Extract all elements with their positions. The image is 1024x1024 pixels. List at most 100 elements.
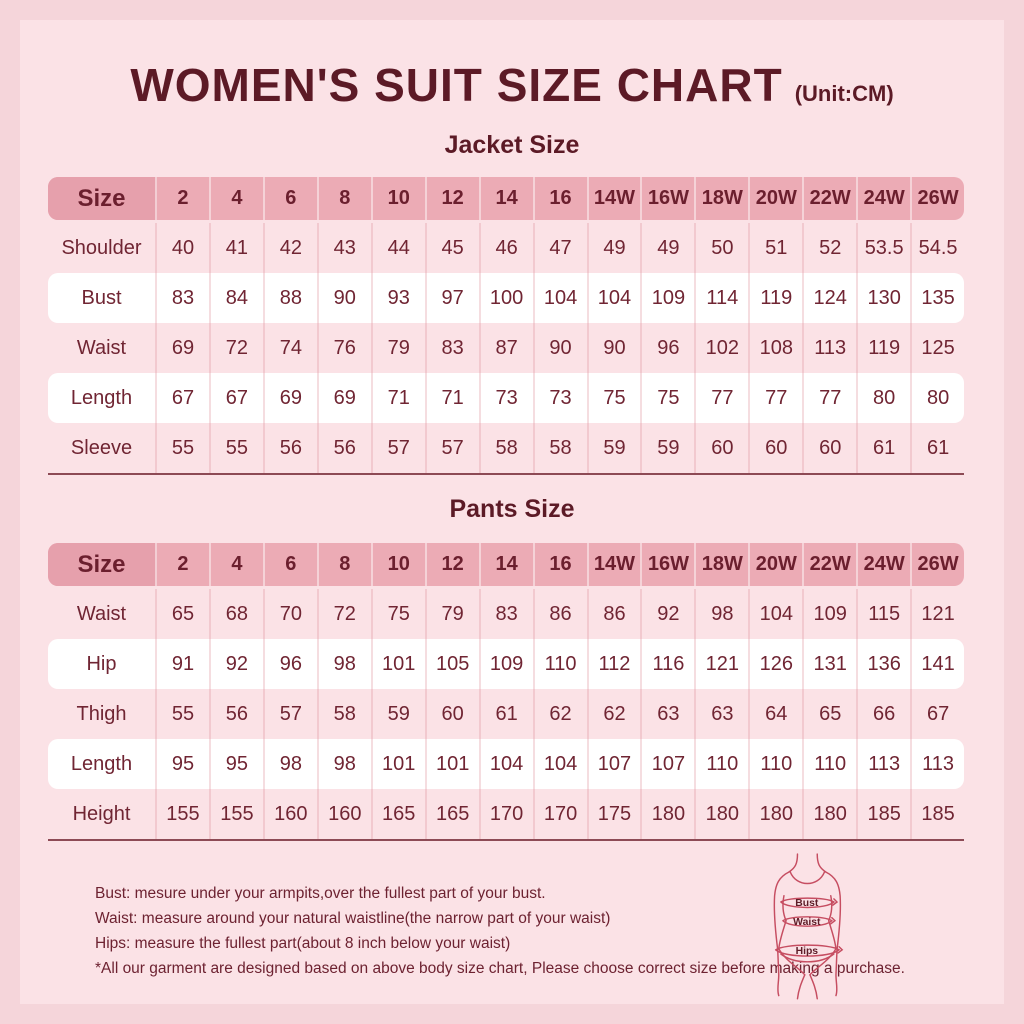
- value-cell: 57: [373, 423, 427, 473]
- size-column-header: 8: [319, 543, 373, 586]
- value-cell: 52: [804, 223, 859, 273]
- value-cell: 57: [265, 689, 319, 739]
- value-cell: 72: [211, 323, 265, 373]
- note-bust: Bust: mesure under your armpits,over the…: [95, 885, 546, 902]
- value-cell: 61: [926, 436, 950, 459]
- value-cell: 49: [642, 223, 697, 273]
- value-cell: 65: [804, 689, 859, 739]
- size-column-header: 20W: [750, 177, 805, 220]
- row-label: Sleeve: [48, 423, 157, 473]
- value-cell: 124: [804, 273, 859, 323]
- value-cell: 49: [589, 223, 643, 273]
- size-column-header: 6: [265, 543, 319, 586]
- value-cell: 69: [265, 373, 319, 423]
- value-cell: 77: [750, 373, 805, 423]
- note-hips: Hips: measure the fullest part(about 8 i…: [95, 935, 511, 952]
- value-cell: 96: [265, 639, 319, 689]
- value-cell: 45: [427, 223, 481, 273]
- body-measurement-figure: Bust Waist Hips: [748, 850, 874, 1006]
- value-cell: 72: [319, 589, 373, 639]
- size-column-header: 12: [427, 177, 481, 220]
- value-cell: 141: [921, 652, 955, 675]
- value-cell: 104: [589, 273, 643, 323]
- value-cell: 57: [427, 423, 481, 473]
- value-cell: 180: [642, 789, 697, 839]
- value-cell: 44: [373, 223, 427, 273]
- value-cell: 155: [211, 789, 265, 839]
- size-header-row: Size 2 4 6 8 10 12 14 16 14W 16W 18W 20W 22W 24W 26W: [48, 177, 964, 220]
- value-cell: 41: [211, 223, 265, 273]
- value-cell: 60: [427, 689, 481, 739]
- value-cell: 55: [157, 689, 211, 739]
- value-cell: 51: [750, 223, 805, 273]
- page-header: WOMEN'S SUIT SIZE CHART (Unit:CM): [0, 58, 1024, 112]
- size-column-header: 22W: [804, 177, 859, 220]
- value-cell: 101: [427, 739, 481, 789]
- figure-bust-label: Bust: [795, 898, 819, 909]
- value-cell: 160: [265, 789, 319, 839]
- value-cell: 71: [427, 373, 481, 423]
- value-cell: 79: [373, 323, 427, 373]
- value-cell: 73: [481, 373, 535, 423]
- value-cell: 67: [157, 373, 211, 423]
- value-cell: 77: [696, 373, 751, 423]
- value-cell: 102: [696, 323, 751, 373]
- value-cell: 135: [921, 286, 955, 309]
- value-cell: 109: [481, 639, 535, 689]
- value-cell: 110: [535, 639, 589, 689]
- value-cell: 62: [589, 689, 643, 739]
- value-cell: 121: [696, 639, 751, 689]
- value-cell: 119: [750, 273, 805, 323]
- size-column-header: 2: [157, 543, 211, 586]
- value-cell: 74: [265, 323, 319, 373]
- value-cell: 130: [858, 273, 913, 323]
- value-cell: 180: [804, 789, 859, 839]
- value-cell: 98: [319, 639, 373, 689]
- value-cell: 60: [696, 423, 751, 473]
- value-cell: 46: [481, 223, 535, 273]
- value-cell: 56: [265, 423, 319, 473]
- value-cell: 107: [642, 739, 697, 789]
- size-column-header: 14: [481, 177, 535, 220]
- size-column-header: 18W: [696, 177, 751, 220]
- table-row: Length 67 67 69 69 71 71 73 73 75 75 77 77 77 80 80: [48, 373, 964, 423]
- value-cell: 73: [535, 373, 589, 423]
- figure-waist-label: Waist: [793, 917, 821, 928]
- value-cell: 65: [157, 589, 211, 639]
- value-cell: 87: [481, 323, 535, 373]
- value-cell: 77: [804, 373, 859, 423]
- value-cell: 86: [589, 589, 643, 639]
- table-row: Shoulder 40 41 42 43 44 45 46 47 49 49 50 51 52 53.5 54…: [48, 223, 964, 273]
- row-label: Height: [48, 789, 157, 839]
- size-column-header: 16: [535, 177, 589, 220]
- value-cell: 112: [589, 639, 643, 689]
- value-cell: 165: [427, 789, 481, 839]
- size-column-header: 16W: [642, 543, 697, 586]
- value-cell: 56: [319, 423, 373, 473]
- table-row: Length 95 95 98 98 101 101 104 104 107 107 110 110 11…: [48, 739, 964, 789]
- size-column-header: 12: [427, 543, 481, 586]
- value-cell: 98: [696, 589, 751, 639]
- value-cell: 113: [804, 323, 859, 373]
- value-cell: 180: [696, 789, 751, 839]
- value-cell: 70: [265, 589, 319, 639]
- value-cell: 69: [319, 373, 373, 423]
- size-column-header: 16: [535, 543, 589, 586]
- size-header-cell: Size: [48, 543, 157, 586]
- value-cell: 69: [157, 323, 211, 373]
- value-cell: 64: [750, 689, 805, 739]
- value-cell: 80: [926, 386, 950, 409]
- value-cell: 185: [921, 802, 955, 825]
- value-cell: 131: [804, 639, 859, 689]
- value-cell: 84: [211, 273, 265, 323]
- value-cell: 104: [750, 589, 805, 639]
- value-cell: 98: [319, 739, 373, 789]
- value-cell: 95: [211, 739, 265, 789]
- value-cell: 170: [535, 789, 589, 839]
- table-row: Thigh 55 56 57 58 59 60 61 62 62 63 63 64 65 66 67: [48, 689, 964, 739]
- value-cell: 165: [373, 789, 427, 839]
- value-cell: 160: [319, 789, 373, 839]
- row-label: Bust: [48, 273, 157, 323]
- value-cell: 55: [157, 423, 211, 473]
- value-cell: 50: [696, 223, 751, 273]
